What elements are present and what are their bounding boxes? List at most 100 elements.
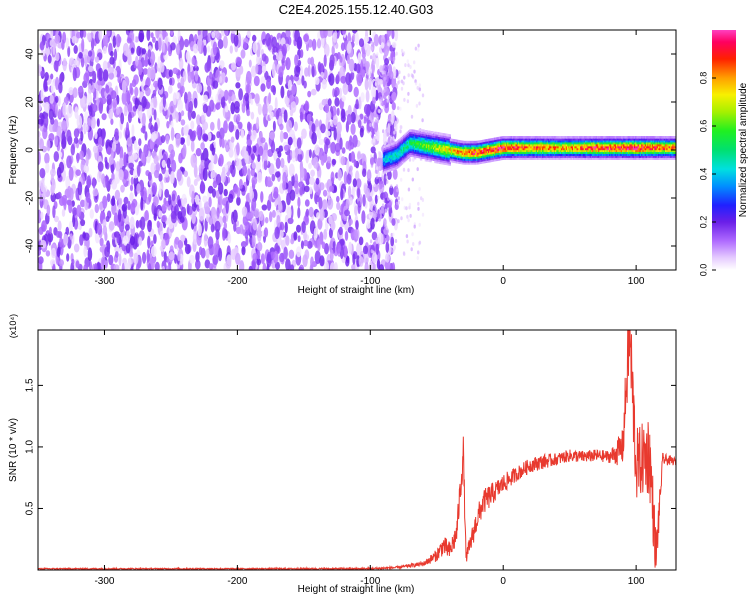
spectrogram-cell [305, 150, 310, 164]
spectrogram-cell [48, 226, 52, 235]
spectrogram-cell [278, 229, 284, 239]
spectrogram-cell [407, 187, 411, 192]
spectrogram-cell [84, 56, 88, 68]
spectrogram-cell [68, 87, 74, 96]
spectrogram-cell [115, 140, 121, 155]
spectrogram-cell [349, 165, 353, 172]
spectrogram-cell [156, 220, 160, 229]
spectrogram-cell [380, 42, 385, 49]
spectrogram-cell [66, 129, 72, 143]
spectrogram-cell [358, 38, 365, 48]
spectrogram-cell [108, 254, 114, 266]
spectrogram-cell [157, 56, 161, 69]
spectrogram-cell [331, 158, 337, 166]
spectrogram-cell [99, 237, 104, 247]
spectrogram-cell [165, 134, 170, 145]
spectrogram-cell [196, 83, 203, 94]
spectrogram-cell [395, 126, 398, 131]
spectrogram-cell [130, 47, 135, 54]
spectrogram-cell [131, 79, 137, 88]
spectrogram-cell [203, 200, 209, 214]
spectrogram-cell [195, 251, 200, 263]
spectrogram-cell [130, 176, 134, 185]
spectrogram-cell [219, 127, 225, 140]
spectrogram-cell [350, 123, 356, 135]
spectrogram-cell [228, 121, 234, 133]
spectrogram-cell [116, 233, 120, 244]
spectrogram-cell [275, 157, 281, 169]
spectrogram-cell [88, 50, 93, 57]
spectrogram-cell [190, 140, 195, 152]
spectrogram-cell [376, 240, 379, 245]
spectrogram-cell [131, 124, 135, 138]
spectrogram-cell [150, 32, 154, 39]
spectrogram-cell [105, 215, 110, 222]
spectrogram-cell [297, 196, 301, 208]
spectrogram-cell [361, 69, 366, 78]
spectrogram-cell [86, 93, 93, 106]
spectrogram-cell [386, 72, 390, 77]
spectrogram-cell [257, 154, 261, 163]
spectrogram-cell [177, 99, 183, 113]
spectrogram-cell [118, 131, 123, 139]
spectrogram-cell [172, 67, 179, 75]
spectrogram-cell [108, 66, 114, 74]
spectrogram-cell [209, 71, 213, 80]
spectrogram-cell [352, 134, 358, 148]
spectrogram-cell [193, 178, 198, 186]
spectrogram-cell [297, 206, 301, 219]
spectrogram-cell [202, 195, 208, 203]
spectrogram-cell [65, 37, 70, 49]
spectrogram-cell [150, 162, 156, 175]
spectrogram-cell [260, 83, 266, 92]
spectrogram-cell [330, 171, 335, 184]
spectrogram-cell [230, 30, 237, 34]
spectrogram-cell [410, 247, 413, 252]
spectrogram-cell [399, 106, 402, 111]
spectrogram-cell [190, 154, 197, 168]
spectrogram-cell [345, 198, 350, 209]
spectrogram-cell [417, 250, 420, 255]
spectrogram-cell [168, 221, 174, 230]
spectrogram-cell [118, 197, 123, 206]
spectrogram-cell [129, 192, 134, 202]
spectrogram-cell [285, 57, 291, 71]
spectrogram-cell [392, 59, 395, 64]
spectrogram-cell [268, 92, 272, 105]
spectrogram-cell [114, 246, 120, 253]
spectrogram-cell [153, 155, 159, 165]
spectrogram-cell [408, 202, 412, 207]
spectrogram-cell [346, 173, 352, 185]
spectrogram-cell [50, 73, 54, 80]
spectrogram-cell [123, 262, 129, 270]
spectrogram-cell [280, 85, 285, 99]
spectrogram-cell [45, 162, 50, 174]
spectrogram-cell [212, 41, 218, 56]
spectrogram-cell [312, 156, 319, 169]
spectrogram-cell [262, 103, 268, 117]
spectrogram-cell [141, 48, 146, 55]
spectrogram-cell [103, 34, 107, 48]
spectrogram-cell [317, 238, 321, 252]
spectrogram-cell [58, 108, 62, 119]
spectrogram-cell [392, 232, 395, 237]
spectrogram-cell [112, 141, 117, 152]
spectrogram-cell [355, 63, 361, 74]
spectrogram-cell [405, 206, 408, 211]
spectrogram-cell [413, 224, 416, 229]
spectrogram-cell [117, 209, 122, 223]
spectrogram-cell [318, 182, 325, 191]
spectrogram-cell [319, 255, 325, 267]
spectrogram-cell [148, 171, 152, 181]
spectrogram-cell [321, 199, 328, 212]
spectrogram-cell [76, 204, 82, 217]
spectrogram-cell [191, 212, 196, 224]
spectrogram-cell [303, 34, 309, 42]
spectrogram-cell [256, 258, 262, 266]
spectrogram-cell [202, 94, 208, 102]
spectrogram-cell [402, 51, 406, 56]
spectrogram-cell [79, 150, 84, 161]
spectrogram-cell [89, 209, 95, 219]
spectrogram-cell [176, 169, 182, 182]
spectrogram-cell [282, 180, 287, 191]
